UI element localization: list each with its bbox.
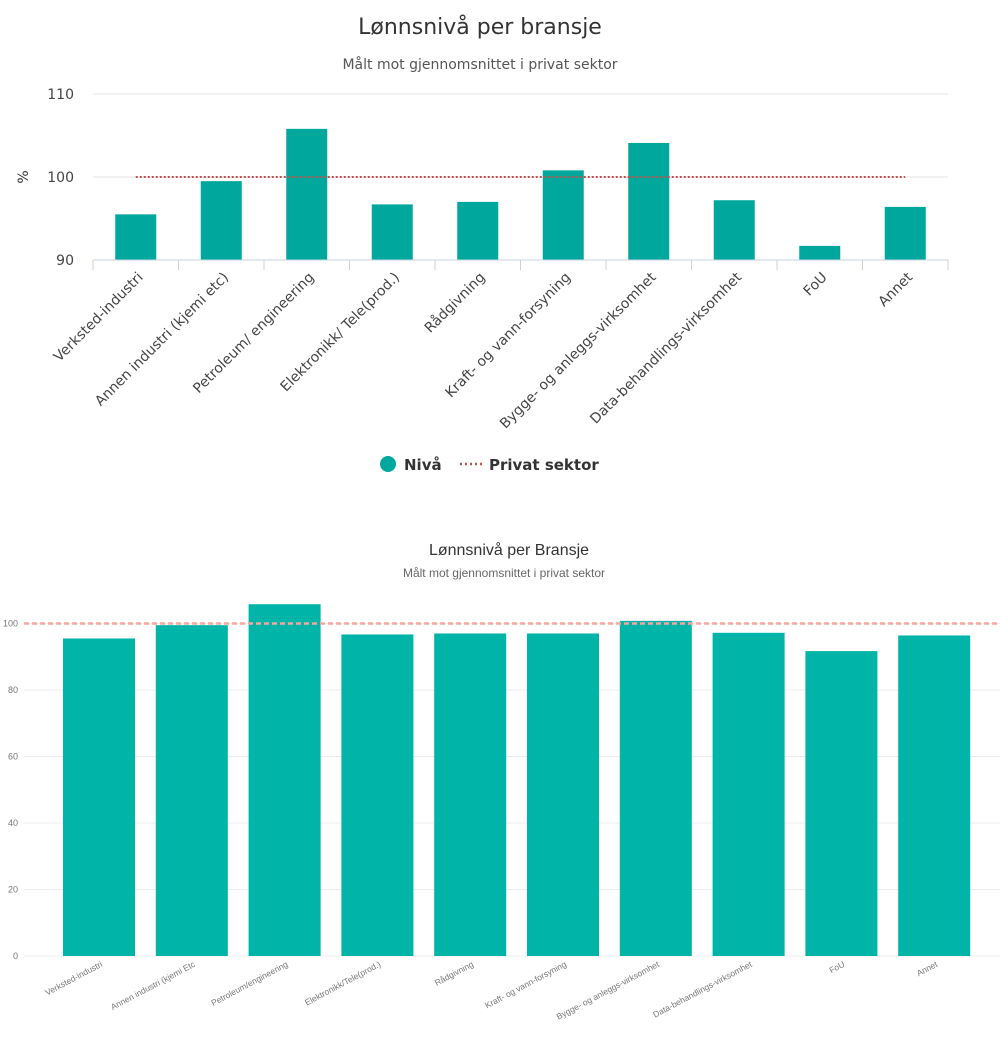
- y-tick-label: 20: [8, 885, 18, 895]
- bar[interactable]: [155, 625, 228, 956]
- x-tick-label: Data-behandlings-virksomhet: [587, 269, 745, 427]
- bar[interactable]: [341, 634, 414, 956]
- bar[interactable]: [619, 620, 692, 956]
- gridlines: [93, 93, 948, 178]
- x-tick-label: Annen industri (kjemi Etc: [109, 959, 197, 1012]
- x-tick-label: Annet: [915, 959, 940, 979]
- chart-subtitle: Målt mot gjennomsnittet i privat sektor: [342, 56, 617, 73]
- legend-marker-niva: [380, 456, 396, 472]
- y-axis-ticks: 90 100 110: [47, 87, 74, 269]
- y-tick-label: 80: [8, 685, 18, 695]
- chart-title: Lønnsnivå per bransje: [358, 14, 602, 40]
- bar[interactable]: [115, 214, 157, 260]
- x-tick-label: Data-behandlings-virksomhet: [651, 959, 754, 1020]
- legend[interactable]: Nivå Privat sektor: [380, 456, 599, 474]
- bar[interactable]: [434, 633, 507, 956]
- y-axis-ticks: 0 20 40 60 80 100: [3, 619, 18, 962]
- x-tick-label: Rådgivning: [421, 269, 489, 337]
- bar[interactable]: [884, 206, 926, 260]
- legend-label-niva: Nivå: [404, 456, 442, 474]
- legend-item-privat-sektor[interactable]: Privat sektor: [460, 456, 599, 474]
- chart-subtitle: Målt mot gjennomsnittet i privat sektor: [403, 566, 605, 580]
- legend-label-privat-sektor: Privat sektor: [489, 456, 599, 474]
- bar[interactable]: [898, 635, 971, 956]
- x-tick-label: Petroleum/engineering: [209, 959, 289, 1008]
- bar[interactable]: [248, 604, 321, 956]
- bar[interactable]: [371, 204, 413, 260]
- bar[interactable]: [200, 181, 242, 260]
- x-axis-ticks: [92, 260, 949, 270]
- chart-title: Lønnsnivå per Bransje: [429, 541, 589, 559]
- x-tick-label: Verksted-industri: [43, 959, 104, 998]
- chart-1: Lønnsnivå per bransje Målt mot gjennomsn…: [16, 14, 949, 474]
- x-tick-label: Kraft- og vann-forsyning: [483, 959, 568, 1011]
- y-tick-label: 100: [47, 170, 74, 186]
- y-tick-label: 60: [8, 752, 18, 762]
- x-tick-label: Annet: [875, 269, 916, 310]
- y-tick-label: 40: [8, 818, 18, 828]
- bar-series: [63, 604, 971, 956]
- y-tick-label: 0: [13, 951, 18, 961]
- bar[interactable]: [286, 128, 328, 260]
- x-tick-label: FoU: [827, 959, 846, 975]
- bar[interactable]: [805, 651, 878, 956]
- x-tick-label: Bygge- og anleggs-virksomhet: [497, 269, 660, 432]
- bar[interactable]: [457, 201, 499, 260]
- y-tick-label: 100: [3, 619, 18, 629]
- x-tick-label: Rådgivning: [433, 959, 475, 988]
- bar[interactable]: [628, 142, 670, 260]
- x-tick-label: FoU: [801, 270, 831, 300]
- y-tick-label: 110: [47, 87, 74, 103]
- bar[interactable]: [713, 200, 755, 260]
- x-axis-labels: Verksted-industri Annen industri (kjemi E…: [43, 959, 939, 1022]
- bar[interactable]: [799, 245, 841, 260]
- chart-2: Lønnsnivå per Bransje Målt mot gjennomsn…: [3, 541, 1000, 1022]
- bar[interactable]: [527, 633, 599, 956]
- x-tick-label: Bygge- og anleggs-virksomhet: [555, 959, 662, 1022]
- legend-item-niva[interactable]: Nivå: [380, 456, 442, 474]
- y-tick-label: 90: [56, 253, 74, 269]
- bar[interactable]: [542, 170, 584, 260]
- x-tick-label: Elektronikk/Tele(prod.): [303, 959, 383, 1008]
- bar-series-niva: [115, 128, 926, 260]
- bar[interactable]: [63, 638, 135, 956]
- bar[interactable]: [712, 632, 785, 956]
- x-tick-label: Verksted-industri: [51, 270, 147, 366]
- y-axis-label: %: [16, 170, 32, 183]
